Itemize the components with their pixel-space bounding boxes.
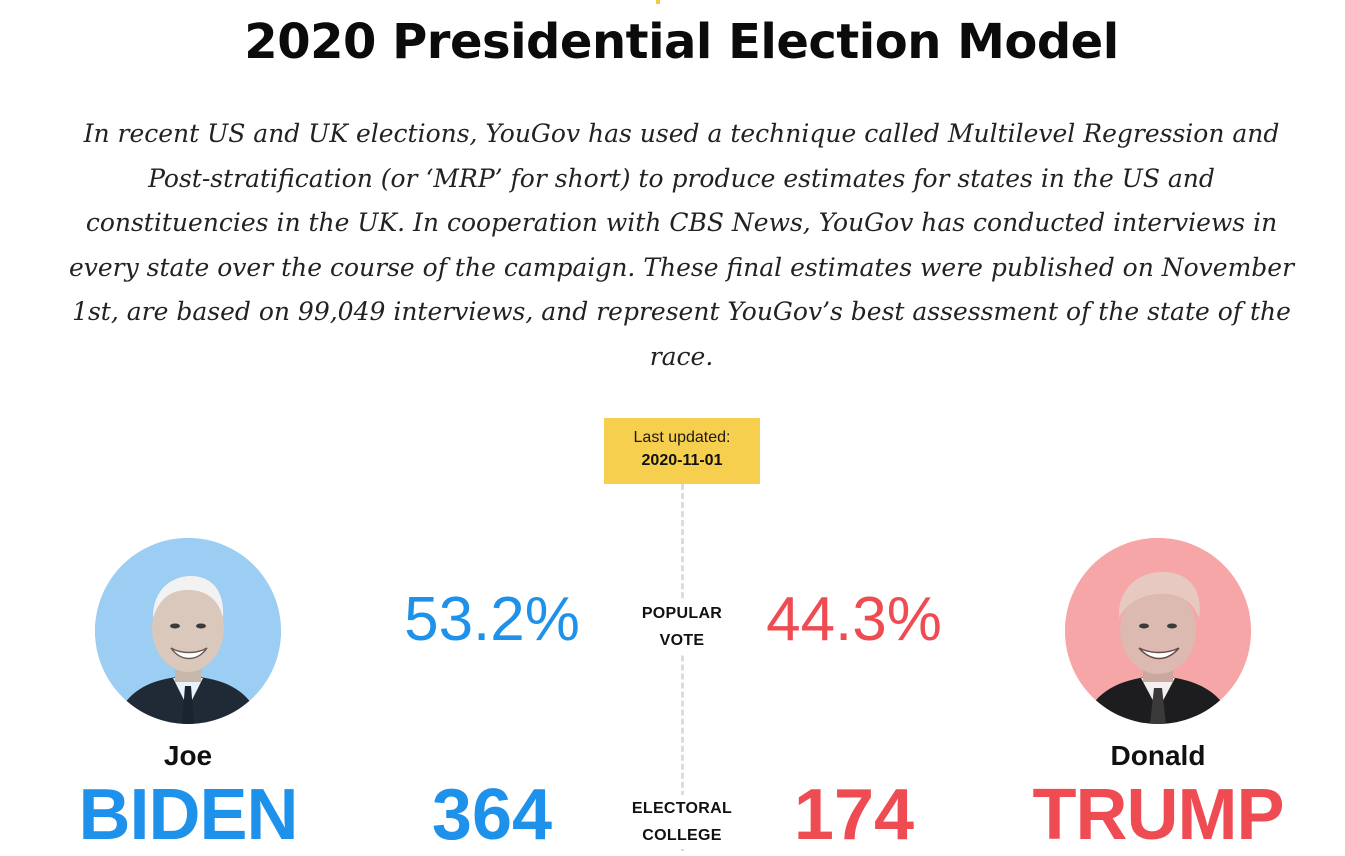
popular-vote-label-line2: VOTE	[659, 632, 705, 649]
popular-vote-label: POPULAR VOTE	[612, 600, 752, 654]
page-title: 2020 Presidential Election Model	[244, 14, 1119, 70]
intro-paragraph: In recent US and UK elections, YouGov ha…	[68, 119, 1295, 371]
biden-portrait-svg	[95, 538, 281, 724]
last-updated-badge: Last updated: 2020-11-01	[604, 418, 760, 484]
electoral-college-label: ELECTORAL COLLEGE	[612, 795, 752, 849]
trump-portrait-svg	[1065, 538, 1251, 724]
trump-popular-vote: 44.3%	[766, 585, 942, 654]
center-divider	[681, 484, 684, 851]
biden-last-name: BIDEN	[78, 775, 298, 855]
biden-popular-vote: 53.2%	[404, 585, 580, 654]
biden-portrait-icon	[95, 538, 281, 724]
trump-first-name: Donald	[1110, 740, 1206, 771]
last-updated-date: 2020-11-01	[641, 452, 723, 469]
last-updated-label: Last updated:	[633, 429, 731, 446]
trump-electoral-votes: 174	[793, 775, 915, 855]
trump-portrait-icon	[1065, 538, 1251, 724]
top-accent-tick	[656, 0, 660, 4]
biden-first-name: Joe	[163, 740, 213, 771]
electoral-college-label-line2: COLLEGE	[642, 827, 722, 844]
trump-last-name: TRUMP	[1032, 775, 1285, 855]
popular-vote-label-line1: POPULAR	[641, 605, 723, 622]
biden-electoral-votes: 364	[431, 775, 553, 855]
electoral-college-label-line1: ELECTORAL	[631, 800, 733, 817]
